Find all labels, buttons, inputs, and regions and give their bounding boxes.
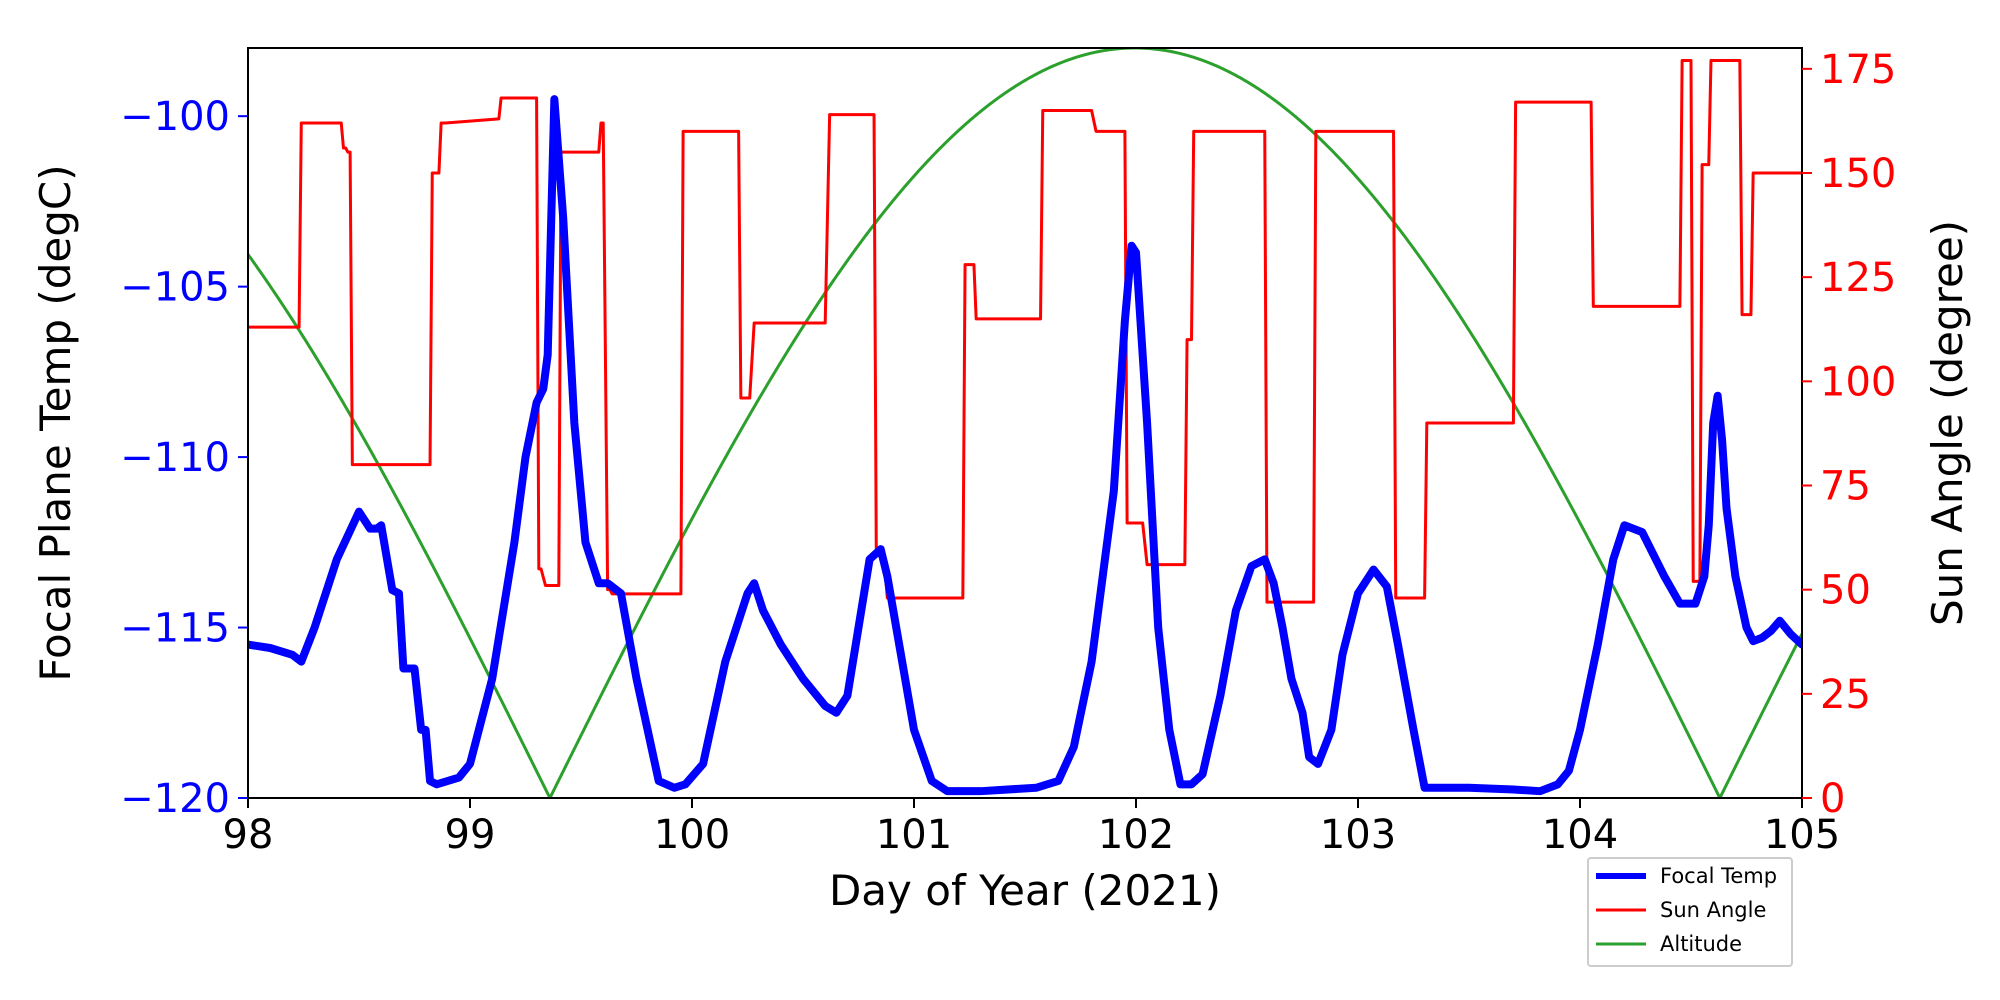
legend-label: Altitude [1660,932,1742,956]
y-right-axis-title: Sun Angle (degree) [1923,220,1972,626]
y-right-tick-label: 175 [1820,47,1896,93]
y-left-tick-label: −115 [120,606,230,652]
x-tick-label: 103 [1320,812,1396,858]
y-right-tick-label: 75 [1820,464,1871,510]
x-tick-label: 100 [654,812,730,858]
y-right-tick-label: 50 [1820,568,1871,614]
x-tick-label: 102 [1098,812,1174,858]
legend-box [1587,857,1793,967]
legend-label: Focal Temp [1660,864,1777,888]
y-left-tick-label: −105 [120,265,230,311]
x-tick-label: 105 [1764,812,1840,858]
axes: 98 99 100 101 102 103 104 105 −120 −115 −110 −105 −1… [120,47,1896,858]
y-right-tick-label: 100 [1820,359,1896,405]
y-right-tick-label: 0 [1820,776,1845,822]
y-right-tick-label: 125 [1820,255,1896,301]
y-left-tick-label: −100 [120,94,230,140]
y-right-tick-label: 25 [1820,672,1871,718]
y-left-axis-title: Focal Plane Temp (degC) [31,164,80,681]
legend: Focal Temp Sun Angle Altitude [1587,857,1793,967]
x-tick-label: 99 [445,812,496,858]
series-focal-temp-line [248,95,1802,796]
series-altitude-line [248,48,1802,798]
series-sun-angle-line [248,59,1802,604]
x-axis-title: Day of Year (2021) [829,866,1221,915]
y-left-tick-label: −120 [120,776,230,822]
plot-frame [247,47,1803,799]
y-right-tick-label: 150 [1820,151,1896,197]
x-tick-label: 104 [1542,812,1618,858]
plot-lines [248,48,1802,798]
x-tick-label: 101 [876,812,952,858]
x-tick-label: 98 [223,812,274,858]
y-left-tick-label: −110 [120,435,230,481]
legend-label: Sun Angle [1660,898,1766,922]
